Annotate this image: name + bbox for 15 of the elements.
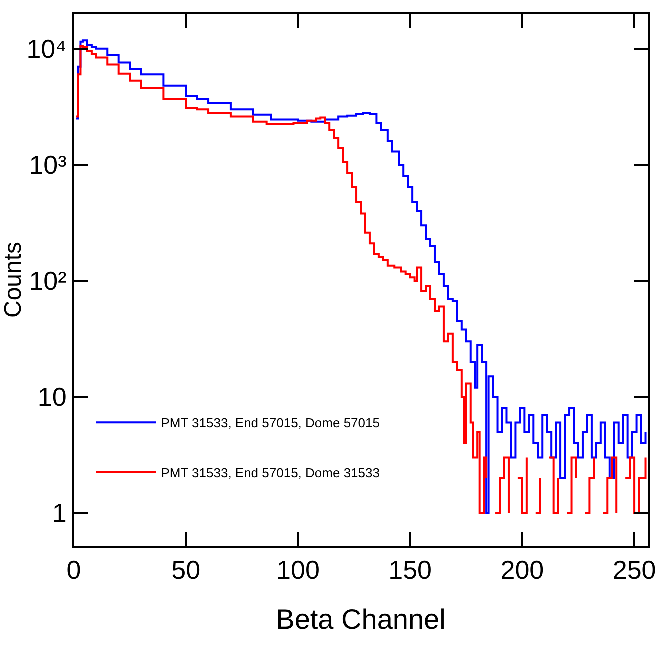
legend-label: PMT 31533, End 57015, Dome 57015 [161, 416, 380, 431]
y-tick-label: 10 [38, 382, 67, 412]
y-tick-label: 1 [52, 498, 67, 528]
x-tick-label: 150 [388, 555, 432, 586]
y-tick-label: 10⁴ [26, 34, 67, 64]
x-tick-label: 0 [66, 555, 82, 586]
legend-label: PMT 31533, End 57015, Dome 31533 [161, 466, 380, 481]
x-tick-label: 100 [276, 555, 320, 586]
x-tick-label: 250 [612, 555, 656, 586]
y-tick-label: 10² [29, 266, 68, 296]
y-tick-label: 10³ [29, 150, 68, 180]
x-tick-label: 200 [500, 555, 544, 586]
x-axis-title: Beta Channel [276, 604, 446, 635]
y-axis-title: Counts [0, 242, 27, 318]
x-tick-label: 50 [172, 555, 201, 586]
